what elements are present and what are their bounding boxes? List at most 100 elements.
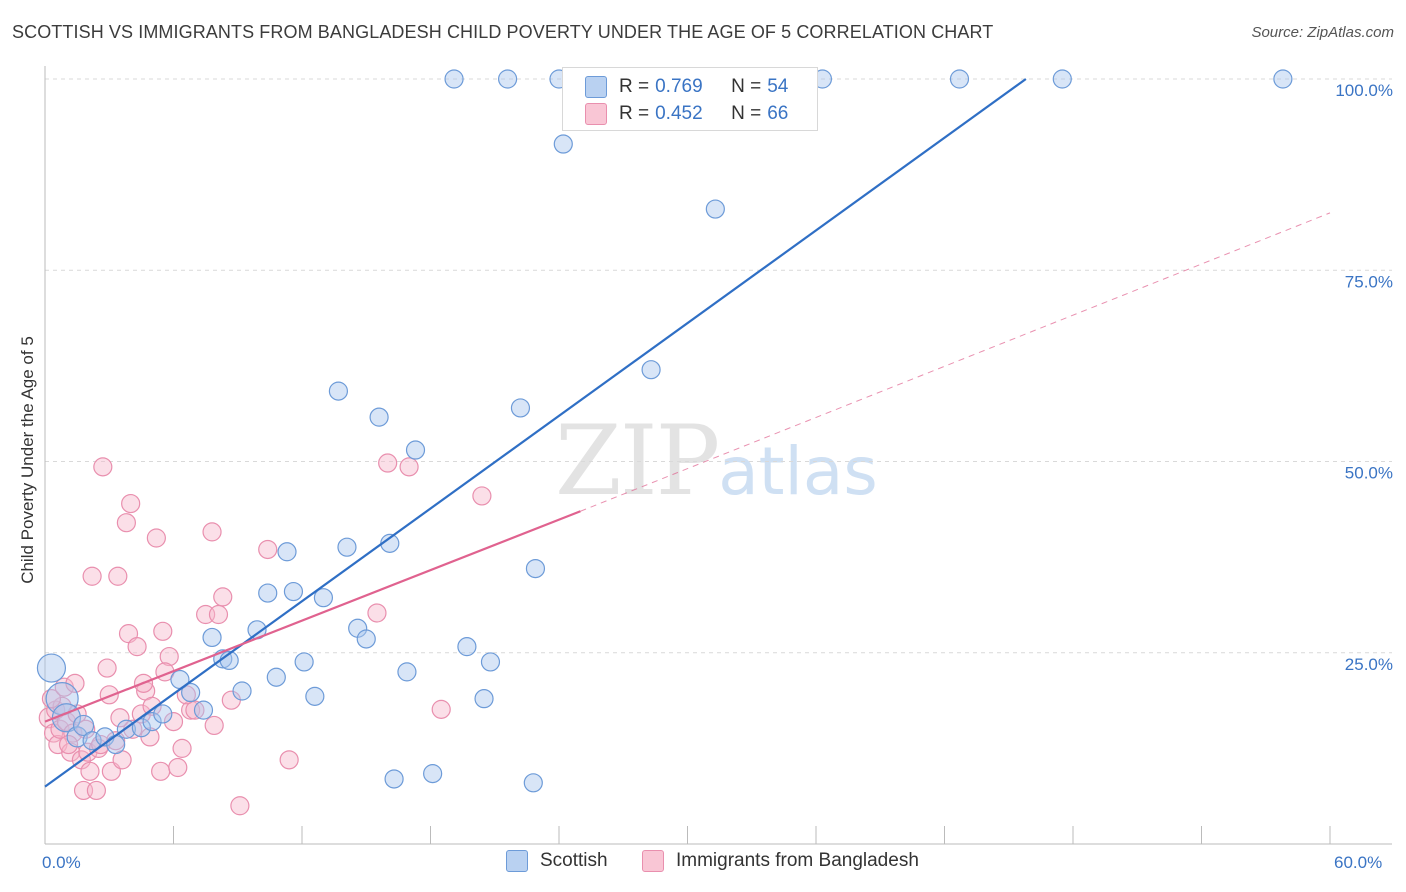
bangladesh-point: [76, 719, 96, 739]
bangladesh-point: [258, 539, 278, 560]
scottish-point: [444, 69, 464, 89]
scottish-point: [82, 731, 102, 751]
scottish-point: [131, 718, 151, 738]
r-label: R =: [619, 76, 650, 97]
bangladesh-point: [378, 453, 398, 473]
legend-row-scottish: R = 0.769 N = 54: [585, 74, 788, 100]
scottish-point: [232, 681, 252, 701]
bangladesh-point: [204, 715, 224, 736]
bangladesh-point: [153, 621, 173, 641]
bangladesh-point: [50, 719, 70, 739]
bangladesh-swatch: [585, 103, 607, 125]
bangladesh-point: [110, 708, 130, 728]
scottish-points: [36, 69, 1293, 793]
bangladesh-point: [213, 587, 233, 607]
r-label: R =: [619, 103, 650, 124]
scottish-point: [423, 764, 443, 784]
scottish-point: [498, 69, 518, 89]
scottish-point: [523, 773, 543, 793]
scottish-point: [397, 662, 417, 682]
bangladesh-point: [80, 761, 100, 781]
scottish-point: [384, 769, 404, 789]
bangladesh-point: [168, 757, 188, 778]
bangladesh-point: [97, 658, 117, 678]
n-label: N =: [731, 103, 762, 124]
x-tick-label-min: 0.0%: [42, 853, 81, 872]
bangladesh-point: [86, 780, 107, 801]
scottish-point: [266, 667, 286, 687]
n-label: N =: [731, 76, 762, 97]
bangladesh-point: [121, 493, 141, 514]
series-legend: Scottish Immigrants from Bangladesh: [0, 850, 1406, 878]
bangladesh-point: [82, 566, 102, 586]
scottish-point: [1052, 69, 1072, 89]
y-tick-labels: 25.0% 50.0% 75.0% 100.0%: [1335, 81, 1393, 674]
y-axis-label: Child Poverty Under the Age of 5: [18, 336, 37, 584]
bangladesh-point: [63, 723, 83, 743]
bangladesh-swatch: [642, 850, 664, 872]
bangladesh-point: [93, 457, 113, 477]
scottish-point: [641, 360, 661, 380]
scottish-point: [202, 627, 222, 648]
bangladesh-point: [163, 711, 184, 732]
legend-label-bangladesh: Immigrants from Bangladesh: [676, 850, 919, 871]
bangladesh-point: [58, 734, 79, 755]
y-tick-label: 75.0%: [1345, 272, 1393, 291]
n-value: 54: [767, 76, 789, 97]
bangladesh-point: [146, 528, 166, 548]
scottish-point: [313, 588, 334, 608]
chart-title: SCOTTISH VS IMMIGRANTS FROM BANGLADESH C…: [12, 22, 994, 42]
bangladesh-point: [159, 646, 179, 667]
y-tick-label: 25.0%: [1345, 655, 1393, 674]
legend-item-scottish[interactable]: Scottish: [506, 850, 608, 872]
bangladesh-point: [99, 685, 119, 705]
bangladesh-points: [38, 453, 492, 816]
scottish-point: [72, 714, 95, 737]
scottish-point: [705, 199, 725, 219]
scottish-point: [510, 398, 531, 418]
scottish-point: [949, 69, 970, 89]
scottish-point: [181, 682, 201, 703]
scottish-point: [525, 558, 546, 579]
r-value: 0.452: [655, 103, 703, 124]
gridlines: [45, 78, 1392, 654]
bangladesh-point: [230, 796, 250, 816]
bangladesh-point: [367, 603, 387, 623]
scottish-point: [258, 583, 278, 603]
axes: [44, 66, 1392, 845]
scottish-point: [142, 711, 162, 732]
y-tick-label: 100.0%: [1335, 81, 1393, 100]
scottish-point: [480, 652, 501, 672]
scottish-swatch: [585, 76, 607, 98]
scottish-point: [474, 689, 494, 709]
bangladesh-point: [208, 604, 229, 625]
scottish-point: [106, 734, 126, 755]
bangladesh-point: [131, 704, 151, 724]
scottish-point: [337, 537, 357, 557]
scottish-point: [36, 653, 67, 683]
source-credit: Source: ZipAtlas.com: [1251, 24, 1394, 41]
bangladesh-point: [108, 566, 128, 586]
scottish-point: [356, 629, 376, 649]
bangladesh-point: [431, 699, 451, 719]
bangladesh-point: [202, 522, 222, 542]
bangladesh-point: [151, 761, 171, 781]
r-value: 0.769: [655, 76, 703, 97]
bangladesh-point: [279, 750, 299, 770]
scottish-point: [305, 686, 325, 706]
n-value: 66: [767, 103, 789, 124]
scottish-swatch: [506, 850, 528, 872]
bangladesh-point: [399, 457, 419, 477]
scottish-point: [457, 637, 477, 657]
bangladesh-point: [116, 513, 136, 533]
scottish-point: [369, 407, 389, 427]
bangladesh-point: [172, 738, 192, 758]
legend-item-bangladesh[interactable]: Immigrants from Bangladesh: [642, 850, 919, 872]
bangladesh-trend-extension: [580, 212, 1331, 512]
scottish-point: [283, 581, 304, 602]
bangladesh-point: [61, 742, 81, 762]
scottish-point: [153, 704, 173, 724]
x-tick-label-max: 60.0%: [1334, 853, 1383, 872]
scottish-point: [553, 134, 573, 154]
